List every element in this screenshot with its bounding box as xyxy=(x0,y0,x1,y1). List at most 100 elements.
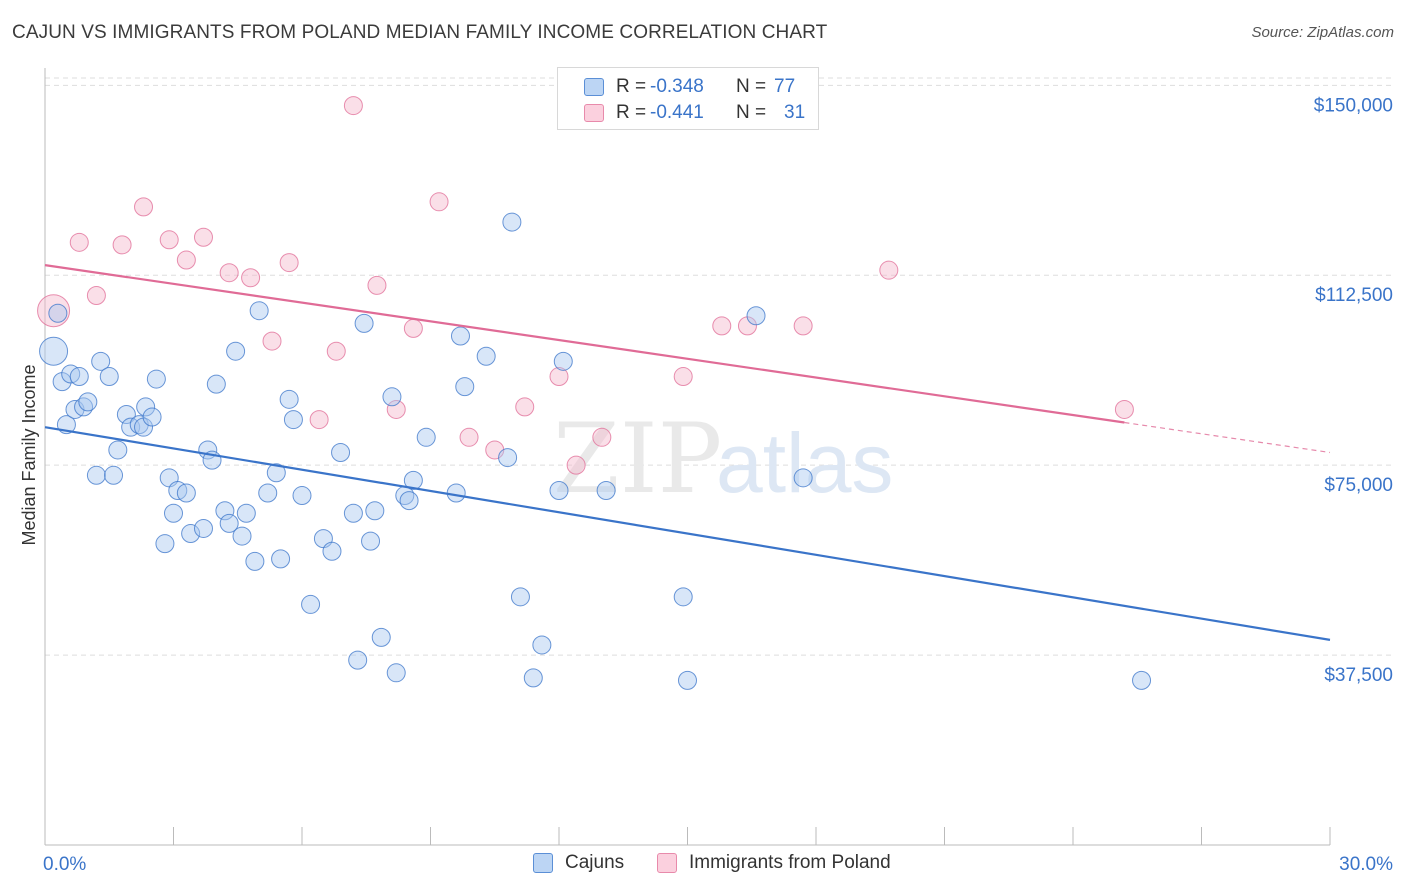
cajun-point xyxy=(206,374,226,394)
y-tick-label: $150,000 xyxy=(1314,95,1393,116)
poland-point xyxy=(279,253,299,273)
cajun-point xyxy=(266,463,286,483)
poland-point xyxy=(86,286,106,305)
legend-swatch-pink xyxy=(584,104,604,122)
poland-point xyxy=(429,192,449,212)
cajun-point xyxy=(678,670,697,690)
poland-point xyxy=(69,232,89,252)
cajun-point xyxy=(354,313,374,333)
poland-point xyxy=(1114,399,1134,419)
cajun-point xyxy=(403,470,423,490)
legend-label-cajuns: Cajuns xyxy=(565,852,625,873)
cajun-point xyxy=(331,443,351,462)
cajun-point xyxy=(136,397,156,417)
poland-point xyxy=(343,96,363,116)
watermark: ZIP atlas xyxy=(553,403,893,515)
x-tick-labels: 0.0% 30.0% xyxy=(43,854,1393,875)
cajun-point xyxy=(215,501,235,521)
y-axis-label: Median Family Income xyxy=(19,364,39,545)
cajun-point xyxy=(596,480,616,500)
cajun-point xyxy=(249,301,269,321)
cajun-point xyxy=(455,377,475,397)
y-tick-labels: $37,500 $75,000 $112,500 $150,000 xyxy=(1314,95,1393,686)
poland-point xyxy=(262,331,282,351)
x-tick-label: 30.0% xyxy=(1339,854,1393,875)
cajun-point xyxy=(1132,670,1152,690)
poland-point xyxy=(309,410,329,430)
cajun-point xyxy=(361,531,381,551)
cajun-point xyxy=(292,486,312,506)
cajun-trend-line xyxy=(44,426,1331,641)
cajun-point xyxy=(78,392,98,412)
cajun-point xyxy=(476,346,496,366)
cajun-point xyxy=(271,549,291,569)
legend-swatch-pink xyxy=(657,853,677,873)
chart-title: CAJUN VS IMMIGRANTS FROM POLAND MEDIAN F… xyxy=(12,22,828,43)
poland-point xyxy=(386,399,406,419)
poland-point xyxy=(879,260,899,280)
cajun-point xyxy=(279,389,299,409)
watermark-atlas: atlas xyxy=(716,416,893,510)
poland-point xyxy=(326,341,346,361)
x-tick-label: 0.0% xyxy=(43,854,86,875)
cajun-point xyxy=(176,483,196,503)
cajun-point xyxy=(446,483,466,503)
legend-swatch-blue xyxy=(584,78,604,96)
cajun-point xyxy=(348,650,368,670)
cajun-point xyxy=(232,526,252,546)
poland-point xyxy=(793,316,813,336)
poland-point xyxy=(37,294,71,328)
source-credit: Source: ZipAtlas.com xyxy=(1251,24,1394,41)
cajun-point xyxy=(116,405,136,425)
cajun-point xyxy=(219,513,239,533)
legend-r-value: -0.441 xyxy=(650,102,704,123)
cajun-point xyxy=(301,594,321,614)
y-tick-label: $112,500 xyxy=(1315,285,1393,306)
correlation-legend: R = -0.348 N = 77 R = -0.441 N = 31 xyxy=(557,67,819,130)
poland-point xyxy=(403,318,423,338)
cajun-point xyxy=(146,369,166,389)
poland-point xyxy=(193,227,213,247)
cajun-point xyxy=(343,503,363,523)
poland-point xyxy=(367,275,387,295)
legend-r-label: R = xyxy=(616,102,647,123)
poland-point xyxy=(112,235,132,255)
axes xyxy=(44,68,1331,846)
cajun-point xyxy=(245,551,265,571)
trend-lines xyxy=(44,264,1331,641)
cajun-point xyxy=(86,465,106,485)
cajun-point xyxy=(69,367,89,387)
cajun-point xyxy=(371,627,391,647)
cajun-point xyxy=(450,326,470,346)
cajun-point xyxy=(523,668,543,688)
legend-r-value: -0.348 xyxy=(650,76,704,97)
poland-point xyxy=(159,230,179,250)
cajun-point xyxy=(258,483,278,503)
cajun-point xyxy=(746,306,766,326)
cajun-point xyxy=(91,351,111,371)
poland-trend-extension xyxy=(1124,421,1331,454)
cajun-point xyxy=(793,468,813,488)
cajun-point xyxy=(155,534,175,554)
legend-n-value: 77 xyxy=(774,76,796,97)
cajun-point xyxy=(181,524,201,544)
grid-lines xyxy=(45,77,1395,656)
poland-point xyxy=(241,268,261,288)
cajun-point xyxy=(365,501,385,521)
cajun-point xyxy=(386,663,406,683)
poland-point xyxy=(459,427,479,447)
cajun-point xyxy=(226,341,246,361)
y-tick-label: $75,000 xyxy=(1324,475,1393,496)
cajun-point xyxy=(510,587,530,607)
cajun-point xyxy=(498,448,518,468)
cajun-point xyxy=(48,303,68,323)
poland-point xyxy=(673,367,693,387)
cajun-point xyxy=(532,635,552,655)
watermark-zip: ZIP xyxy=(553,403,722,515)
cajun-point xyxy=(549,480,569,500)
cajun-point xyxy=(108,440,128,460)
y-tick-label: $37,500 xyxy=(1324,665,1393,686)
poland-trend-line xyxy=(44,264,1125,424)
cajun-point xyxy=(553,351,573,371)
